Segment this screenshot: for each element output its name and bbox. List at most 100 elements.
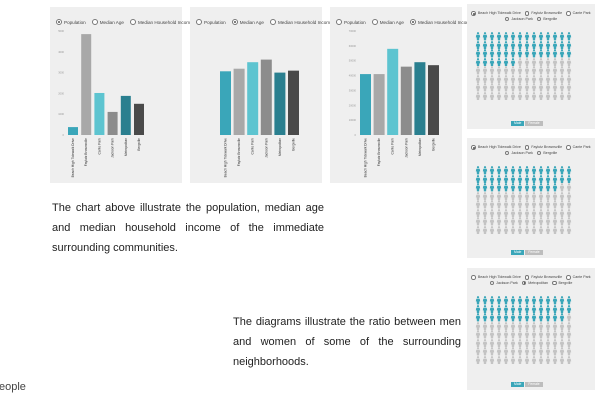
radio-icon [504,150,510,155]
person-icon [538,66,544,75]
neighborhood-option[interactable]: Beach High Tidewalk Drive [471,145,521,150]
neighborhood-option[interactable]: Faylutz Brownsville [524,145,562,150]
person-icon [503,91,509,100]
person-icon [559,330,565,339]
male-button[interactable]: Male [511,382,525,387]
person-icon [496,296,502,305]
bar[interactable] [233,68,245,135]
tab-median-income[interactable]: Median Household Income [129,19,193,25]
person-icon [531,166,537,175]
bar[interactable] [428,65,439,135]
tab-median-age[interactable]: Median Age [231,19,264,25]
chart-tabs: Population Median Age Median Household I… [336,16,473,28]
person-icon [517,321,523,330]
option-label: Bergville [558,280,573,285]
person-icon [503,296,509,305]
bar[interactable] [260,59,272,135]
person-icon [517,32,523,41]
bar[interactable] [414,62,426,136]
median-age-bar-chart: Beach High Tidewalk Drive Faylutz Brownsv… [220,59,299,177]
person-icon [475,200,481,209]
bar[interactable] [373,74,385,135]
person-icon [524,83,530,92]
bar[interactable] [107,111,118,135]
person-icon [524,330,530,339]
neighborhood-option[interactable]: Jackson Park [489,280,518,285]
x-tick-label: Faylutz Brownsville [84,138,88,166]
tab-population[interactable]: Population [336,19,366,25]
tab-population[interactable]: Population [56,19,86,25]
person-icon [566,166,572,175]
person-icon [538,208,544,217]
radio-icon [504,16,510,21]
person-icon [566,304,572,313]
person-icon [531,40,537,49]
x-tick-label: Bergville [432,138,436,151]
bar[interactable] [220,71,231,135]
female-button[interactable]: Female [525,121,543,126]
bar[interactable] [288,70,299,135]
neighborhood-option[interactable]: Metropolitan [521,280,548,285]
person-icon [496,57,502,66]
neighborhood-option[interactable]: Jackson Park [504,16,533,21]
x-tick-label: Cante Park [391,138,395,155]
person-icon [559,66,565,75]
person-icon [559,40,565,49]
bar[interactable] [387,48,399,136]
person-icon [517,208,523,217]
bar[interactable] [68,127,78,135]
person-icon [545,40,551,49]
person-icon [510,166,516,175]
person-icon [566,225,572,234]
person-icon [503,347,509,356]
x-tick-label: Bergville [137,138,141,151]
person-icon [489,338,495,347]
bar[interactable] [274,72,286,135]
female-button[interactable]: Female [525,250,543,255]
neighborhood-option[interactable]: Bergville [552,280,573,285]
neighborhood-option[interactable]: Beach High Tidewalk Drive [471,275,521,280]
person-icon [475,338,481,347]
neighborhood-option[interactable]: Cante Park [566,275,591,280]
person-icon [482,217,488,226]
tab-median-age[interactable]: Median Age [91,19,124,25]
neighborhood-option[interactable]: Bergville [536,16,557,21]
bar[interactable] [360,74,371,135]
person-icon [545,304,551,313]
bar[interactable] [400,66,412,135]
tab-population[interactable]: Population [196,19,226,25]
person-icon [503,330,509,339]
bar[interactable] [134,103,144,135]
neighborhood-option[interactable]: Beach High Tidewalk Drive [471,11,521,16]
male-button[interactable]: Male [511,121,525,126]
bar[interactable] [247,62,259,136]
bar[interactable] [120,95,131,135]
person-icon [524,183,530,192]
neighborhood-option[interactable]: Jackson Park [504,150,533,155]
person-icon [517,338,523,347]
female-button[interactable]: Female [525,382,543,387]
option-label: Bergville [543,150,558,155]
tab-median-age[interactable]: Median Age [371,19,404,25]
bar[interactable] [81,34,92,135]
neighborhood-option[interactable]: Cante Park [566,11,591,16]
neighborhood-option[interactable]: Bergville [536,150,558,155]
neighborhood-option[interactable]: Faylutz Brownsville [524,275,562,280]
person-icon [559,296,565,305]
y-tick-label: 60000 [349,44,357,48]
tab-median-income[interactable]: Median Household Income [269,19,333,25]
radio-icon [471,275,476,280]
person-icon [545,313,551,322]
person-icon [566,183,572,192]
person-icon [489,200,495,209]
bar[interactable] [94,92,105,135]
neighborhood-option[interactable]: Faylutz Brownsville [524,11,562,16]
person-icon [531,32,537,41]
person-icon [475,83,481,92]
male-button[interactable]: Male [511,250,525,255]
neighborhood-option[interactable]: Cante Park [566,145,591,150]
person-icon [545,200,551,209]
person-icon [524,91,530,100]
tab-median-income[interactable]: Median Household Income [409,19,473,25]
person-icon [552,321,558,330]
